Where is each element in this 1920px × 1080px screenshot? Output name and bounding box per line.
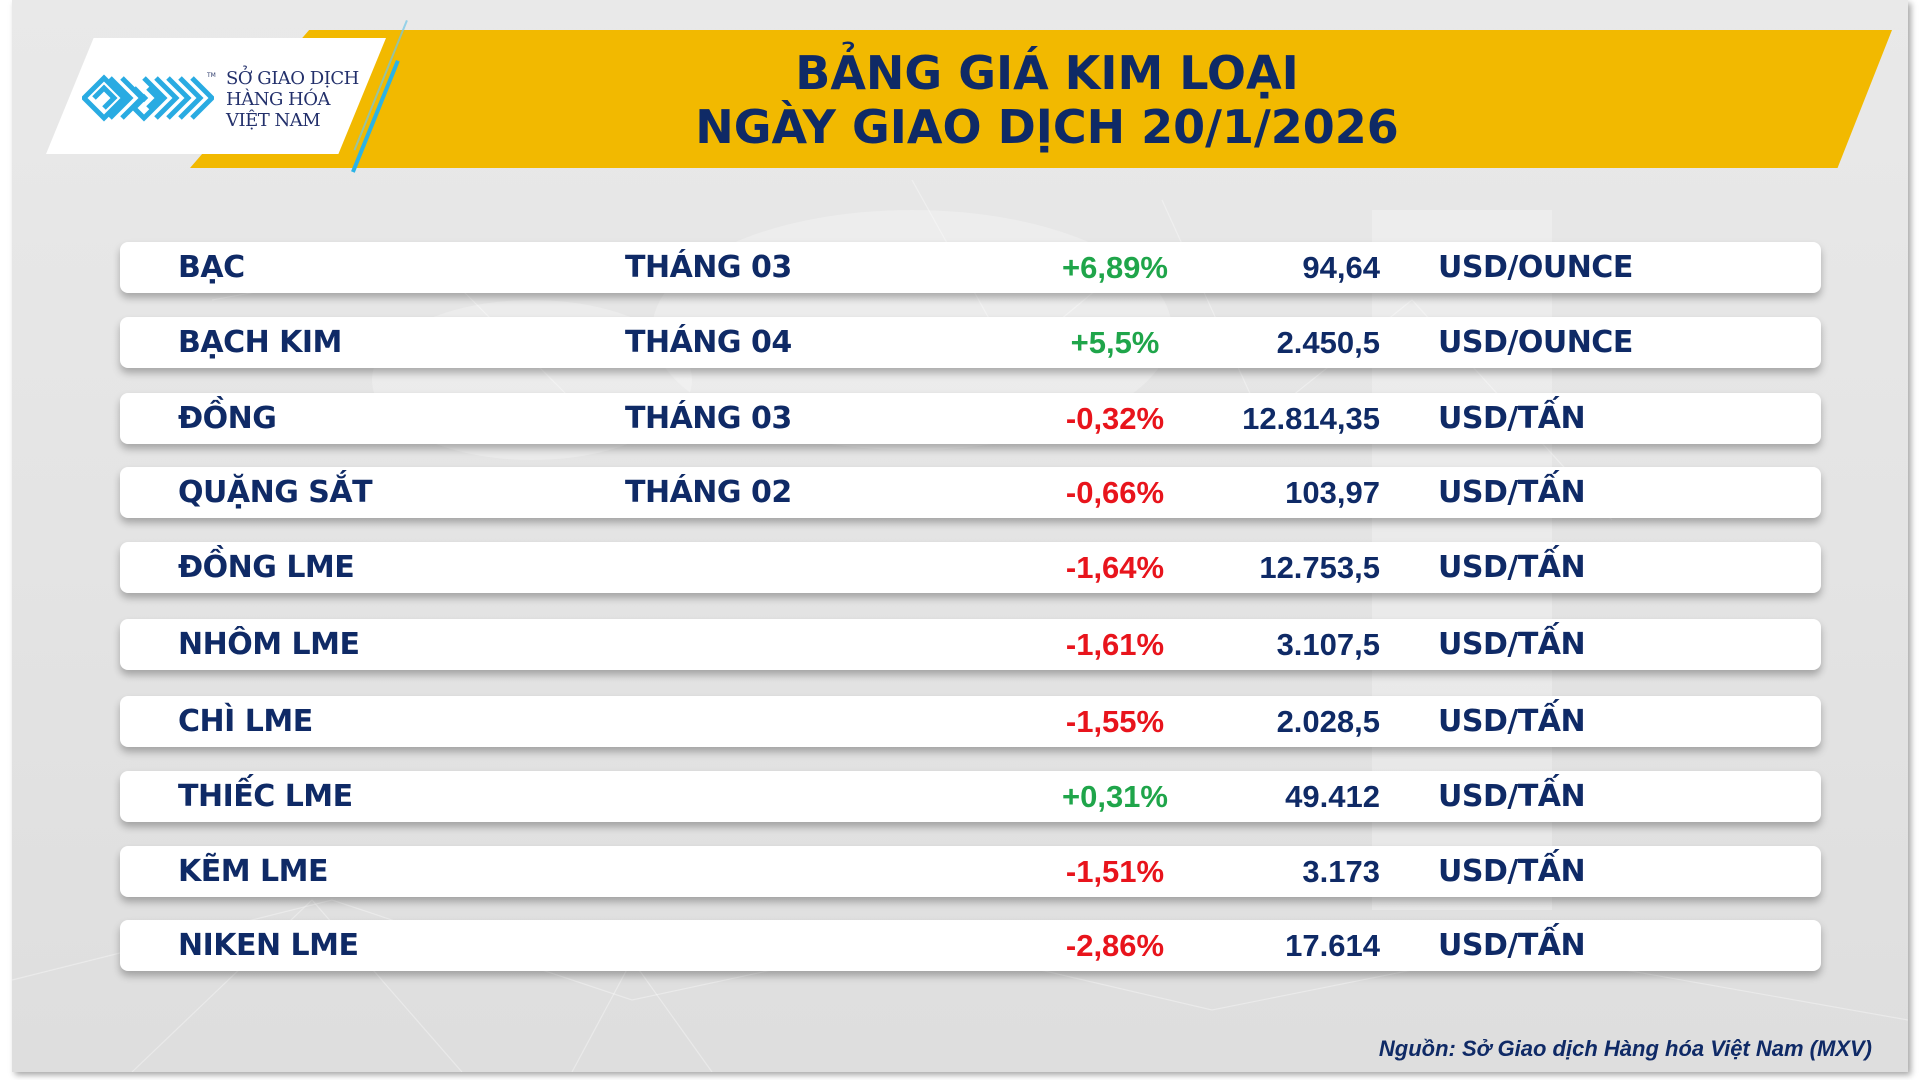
- table-row: ĐỒNG THÁNG 03 -0,32% 12.814,35 USD/TẤN: [120, 393, 1821, 444]
- metal-name: QUẶNG SẮT: [178, 475, 373, 510]
- price-value: 94,64: [1302, 250, 1380, 285]
- change-percent: +0,31%: [1061, 779, 1168, 814]
- table-row: THIẾC LME +0,31% 49.412 USD/TẤN: [120, 771, 1821, 822]
- change-percent: -0,66%: [1065, 475, 1165, 510]
- metal-name: KẼM LME: [178, 854, 329, 889]
- table-row: CHÌ LME -1,55% 2.028,5 USD/TẤN: [120, 696, 1821, 747]
- title-line-2: NGÀY GIAO DỊCH 20/1/2026: [695, 100, 1399, 154]
- mxv-logo-icon: [82, 74, 214, 122]
- price-unit: USD/TẤN: [1438, 704, 1586, 739]
- table-row: BẠC THÁNG 03 +6,89% 94,64 USD/OUNCE: [120, 242, 1821, 293]
- table-row: QUẶNG SẮT THÁNG 02 -0,66% 103,97 USD/TẤN: [120, 467, 1821, 518]
- price-value: 12.814,35: [1242, 401, 1380, 436]
- table-row: KẼM LME -1,51% 3.173 USD/TẤN: [120, 846, 1821, 897]
- price-unit: USD/OUNCE: [1438, 250, 1633, 285]
- metal-name: ĐỒNG LME: [178, 550, 355, 585]
- metal-name: BẠCH KIM: [178, 325, 342, 360]
- metal-name: NHÔM LME: [178, 627, 360, 662]
- price-value: 3.107,5: [1276, 627, 1380, 662]
- change-percent: +5,5%: [1070, 325, 1160, 360]
- title-banner: [190, 30, 1892, 168]
- logo-card: [46, 38, 386, 154]
- trademark-symbol: TM: [207, 72, 216, 79]
- change-percent: -0,32%: [1065, 401, 1165, 436]
- title-line-1: BẢNG GIÁ KIM LOẠI: [795, 46, 1299, 100]
- logo-line-1: SỞ GIAO DỊCH: [226, 68, 359, 89]
- table-row: ĐỒNG LME -1,64% 12.753,5 USD/TẤN: [120, 542, 1821, 593]
- contract-month: THÁNG 02: [625, 475, 792, 510]
- metal-name: NIKEN LME: [178, 928, 359, 963]
- contract-month: THÁNG 03: [625, 250, 792, 285]
- price-unit: USD/TẤN: [1438, 475, 1586, 510]
- table-row: BẠCH KIM THÁNG 04 +5,5% 2.450,5 USD/OUNC…: [120, 317, 1821, 368]
- logo-wordmark: SỞ GIAO DỊCH HÀNG HÓA VIỆT NAM: [226, 68, 359, 131]
- price-value: 12.753,5: [1259, 550, 1380, 585]
- change-percent: -1,55%: [1065, 704, 1165, 739]
- metal-name: BẠC: [178, 250, 245, 285]
- price-value: 103,97: [1285, 475, 1380, 510]
- price-value: 2.028,5: [1276, 704, 1380, 739]
- page-title: BẢNG GIÁ KIM LOẠI NGÀY GIAO DỊCH 20/1/20…: [572, 46, 1522, 154]
- price-value: 17.614: [1285, 928, 1380, 963]
- price-unit: USD/TẤN: [1438, 627, 1586, 662]
- metal-name: THIẾC LME: [178, 779, 353, 814]
- change-percent: -1,64%: [1065, 550, 1165, 585]
- price-unit: USD/TẤN: [1438, 854, 1586, 889]
- change-percent: -1,61%: [1065, 627, 1165, 662]
- logo-line-2: HÀNG HÓA: [226, 89, 330, 110]
- change-percent: -2,86%: [1065, 928, 1165, 963]
- infographic-frame: TM SỞ GIAO DỊCH HÀNG HÓA VIỆT NAM BẢNG G…: [12, 0, 1908, 1072]
- change-percent: +6,89%: [1061, 250, 1168, 285]
- price-unit: USD/OUNCE: [1438, 325, 1633, 360]
- contract-month: THÁNG 03: [625, 401, 792, 436]
- price-value: 3.173: [1302, 854, 1380, 889]
- source-note: Nguồn: Sở Giao dịch Hàng hóa Việt Nam (M…: [1378, 1036, 1872, 1061]
- logo-line-3: VIỆT NAM: [226, 110, 321, 131]
- table-row: NHÔM LME -1,61% 3.107,5 USD/TẤN: [120, 619, 1821, 670]
- change-percent: -1,51%: [1065, 854, 1165, 889]
- price-value: 49.412: [1285, 779, 1380, 814]
- price-unit: USD/TẤN: [1438, 779, 1586, 814]
- metal-name: CHÌ LME: [178, 704, 313, 739]
- contract-month: THÁNG 04: [625, 325, 792, 360]
- price-unit: USD/TẤN: [1438, 928, 1586, 963]
- price-unit: USD/TẤN: [1438, 550, 1586, 585]
- price-unit: USD/TẤN: [1438, 401, 1586, 436]
- metal-name: ĐỒNG: [178, 401, 277, 436]
- price-value: 2.450,5: [1276, 325, 1380, 360]
- table-row: NIKEN LME -2,86% 17.614 USD/TẤN: [120, 920, 1821, 971]
